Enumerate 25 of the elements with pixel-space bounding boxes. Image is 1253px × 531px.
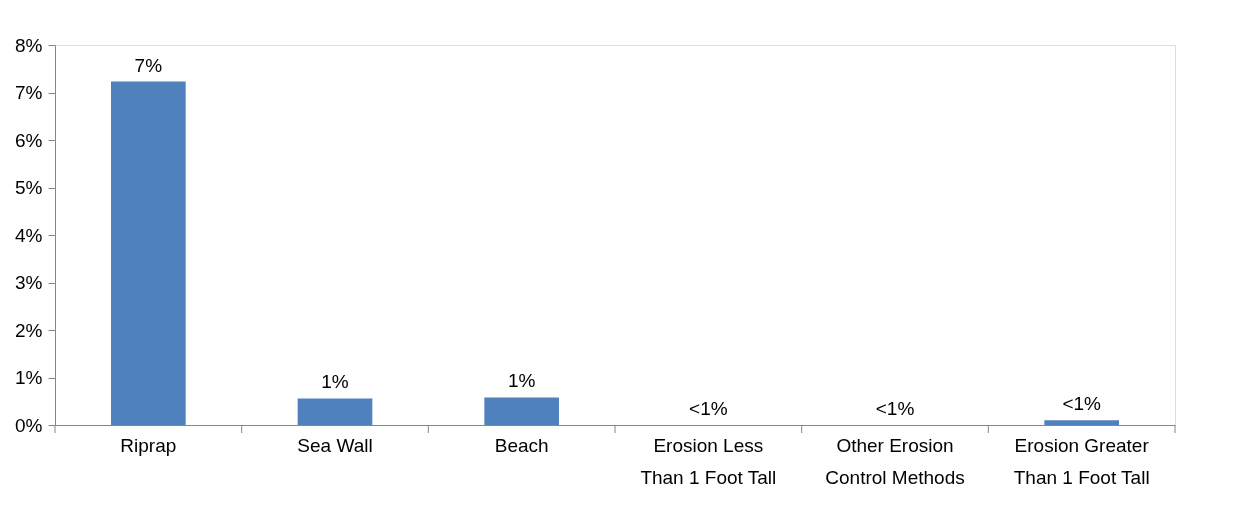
x-tick-label: Beach xyxy=(494,435,549,456)
bar xyxy=(111,81,186,425)
x-tick-label: Riprap xyxy=(120,435,177,456)
data-label: 1% xyxy=(321,371,349,393)
y-tick-label: 1% xyxy=(15,367,43,388)
bar xyxy=(297,398,373,425)
x-tick-label: Erosion Less Than 1 Foot Tall xyxy=(640,435,777,488)
bar xyxy=(484,397,559,425)
bar xyxy=(1044,420,1119,425)
y-tick-label: 3% xyxy=(15,272,43,293)
y-tick-label: 0% xyxy=(15,414,43,436)
y-tick-label: 4% xyxy=(15,224,43,246)
x-tick-label: Other Erosion Control Methods xyxy=(825,435,965,488)
y-tick-label: 5% xyxy=(15,177,43,198)
data-label: <1% xyxy=(689,398,728,419)
y-tick-label: 6% xyxy=(15,129,43,151)
y-tick-label: 8% xyxy=(15,34,43,56)
y-tick-label: 2% xyxy=(15,319,43,341)
x-tick-label: Erosion Greater Than 1 Foot Tall xyxy=(1013,435,1150,488)
y-tick-label: 7% xyxy=(15,82,43,103)
x-tick-label: Sea Wall xyxy=(297,435,373,456)
data-label: 1% xyxy=(507,370,536,392)
data-label: <1% xyxy=(875,398,915,419)
data-label: 7% xyxy=(134,54,163,76)
data-label: <1% xyxy=(1062,393,1102,415)
